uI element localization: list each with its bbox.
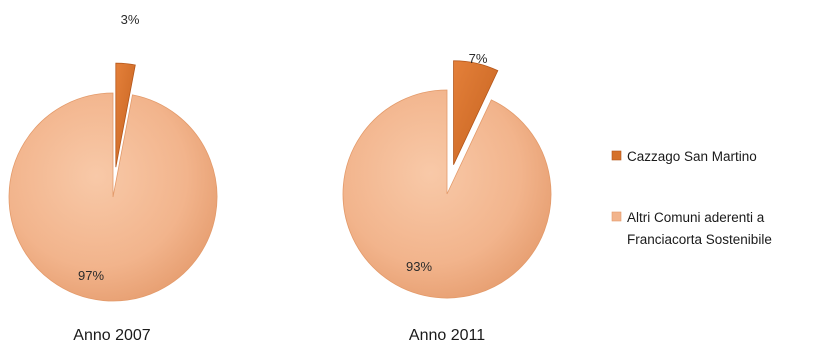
legend-label-cazzago: Cazzago San Martino xyxy=(627,149,757,164)
pie-2011-label-altri: 93% xyxy=(406,259,432,274)
legend-item-altri: Altri Comuni aderenti a Franciacorta Sos… xyxy=(611,210,772,247)
pie-2011: 7% 93% Anno 2011 xyxy=(342,51,552,344)
legend-swatch-altri xyxy=(611,211,622,222)
pie-2007-label-cazzago: 3% xyxy=(121,12,140,27)
pie-2007-slice-altri xyxy=(8,92,218,302)
legend-label-altri-line1: Altri Comuni aderenti a xyxy=(627,210,765,225)
pie-2011-slice-cazzago xyxy=(453,60,499,165)
pie-2011-caption: Anno 2011 xyxy=(409,327,485,344)
legend-label-altri-line2: Franciacorta Sostenibile xyxy=(627,232,772,247)
legend: Cazzago San Martino Altri Comuni aderent… xyxy=(611,149,772,247)
pie-2011-slice-altri xyxy=(342,89,552,299)
legend-item-cazzago: Cazzago San Martino xyxy=(611,149,757,164)
pie-2007: 3% 97% Anno 2007 xyxy=(8,12,218,344)
pie-2007-label-altri: 97% xyxy=(78,268,104,283)
legend-swatch-cazzago xyxy=(611,150,622,161)
pie-2007-slice-cazzago xyxy=(115,62,136,168)
pie-2007-caption: Anno 2007 xyxy=(73,327,151,344)
pie-2011-label-cazzago: 7% xyxy=(469,51,488,66)
